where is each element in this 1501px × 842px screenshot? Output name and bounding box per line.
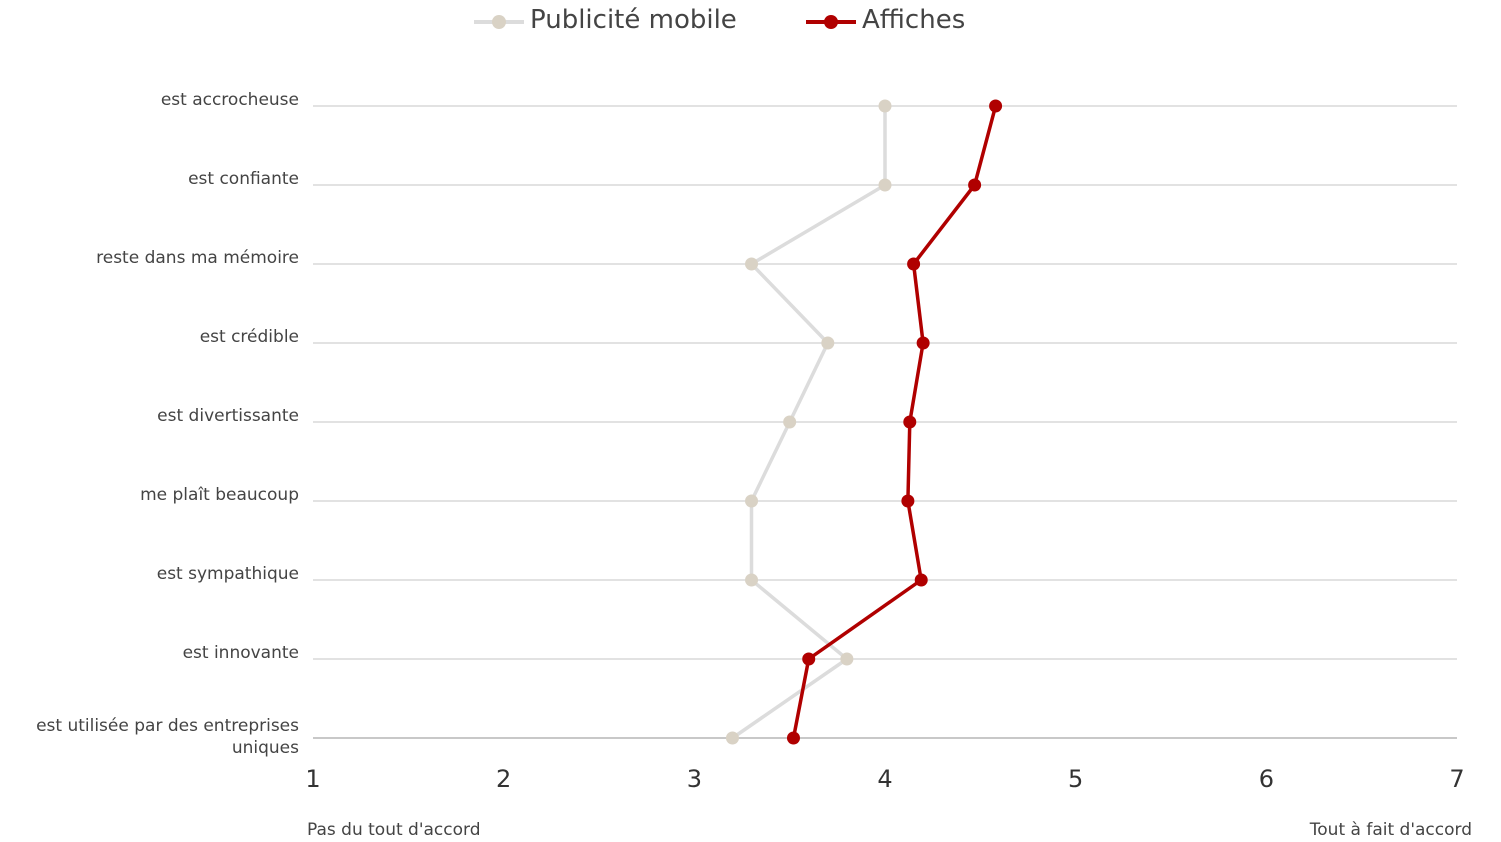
legend-label-affiches: Affiches bbox=[862, 5, 966, 35]
data-point-1 bbox=[916, 336, 930, 350]
category-label: est divertissante bbox=[157, 406, 299, 426]
x-tick-label: 3 bbox=[687, 765, 702, 793]
category-label: est sympathique bbox=[157, 564, 299, 584]
legend-marker-mobile bbox=[474, 15, 524, 29]
x-tick-label: 2 bbox=[496, 765, 511, 793]
x-tick-label: 5 bbox=[1068, 765, 1083, 793]
data-point-0 bbox=[840, 652, 854, 666]
data-point-0 bbox=[878, 99, 892, 113]
legend-marker-affiches bbox=[806, 15, 856, 29]
legend: Publicité mobile Affiches bbox=[0, 2, 1501, 38]
x-max-label: Tout à fait d'accord bbox=[1309, 820, 1472, 840]
category-label: reste dans ma mémoire bbox=[96, 248, 299, 268]
data-point-1 bbox=[968, 178, 982, 192]
data-point-0 bbox=[783, 415, 797, 429]
x-min-label: Pas du tout d'accord bbox=[307, 820, 481, 840]
data-point-1 bbox=[903, 415, 917, 429]
data-point-1 bbox=[786, 731, 800, 745]
legend-item-mobile: Publicité mobile bbox=[472, 2, 737, 38]
category-label: est accrocheuse bbox=[161, 90, 299, 110]
category-label: est innovante bbox=[183, 643, 299, 663]
category-label: est utilisée par des entreprises uniques bbox=[36, 716, 299, 758]
data-point-1 bbox=[802, 652, 816, 666]
data-point-1 bbox=[989, 99, 1003, 113]
data-point-0 bbox=[821, 336, 835, 350]
data-point-0 bbox=[745, 494, 759, 508]
data-point-0 bbox=[878, 178, 892, 192]
x-tick-label: 4 bbox=[877, 765, 892, 793]
x-tick-label: 7 bbox=[1449, 765, 1464, 793]
data-point-0 bbox=[745, 573, 759, 587]
data-point-1 bbox=[907, 257, 921, 271]
category-label: me plaît beaucoup bbox=[140, 485, 299, 505]
data-point-0 bbox=[745, 257, 759, 271]
data-point-0 bbox=[725, 731, 739, 745]
category-label: est crédible bbox=[200, 327, 299, 347]
category-label-line: uniques bbox=[232, 738, 299, 758]
data-point-1 bbox=[914, 573, 928, 587]
x-tick-label: 6 bbox=[1259, 765, 1274, 793]
data-point-1 bbox=[901, 494, 915, 508]
legend-item-affiches: Affiches bbox=[804, 2, 965, 38]
x-tick-label: 1 bbox=[305, 765, 320, 793]
category-label-line: est utilisée par des entreprises bbox=[36, 716, 299, 736]
legend-label-mobile: Publicité mobile bbox=[530, 5, 737, 35]
category-label: est confiante bbox=[188, 169, 299, 189]
